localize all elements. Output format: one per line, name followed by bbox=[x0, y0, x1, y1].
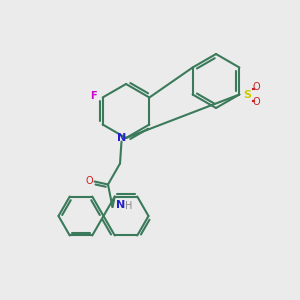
Text: S: S bbox=[243, 89, 251, 100]
Text: O: O bbox=[85, 176, 93, 187]
Text: F: F bbox=[90, 91, 97, 101]
Text: O: O bbox=[252, 82, 260, 92]
Text: N: N bbox=[116, 200, 125, 211]
Text: O: O bbox=[252, 97, 260, 107]
Text: N: N bbox=[117, 133, 126, 143]
Text: H: H bbox=[125, 201, 133, 212]
